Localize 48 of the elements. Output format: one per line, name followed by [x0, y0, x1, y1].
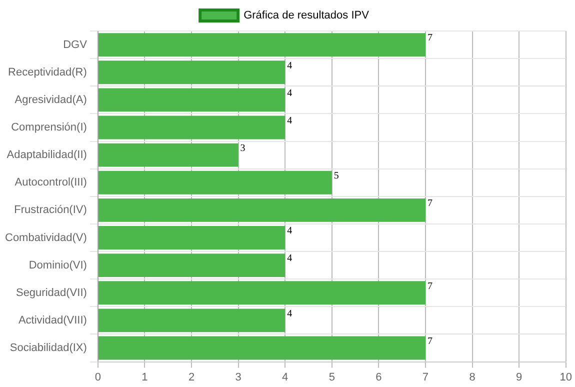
data-label: 4 [287, 226, 292, 237]
x-tick-label: 3 [235, 371, 242, 384]
y-tick-label: Autocontrol(III) [14, 176, 87, 189]
data-label: 4 [287, 308, 292, 320]
x-tick-label: 0 [94, 371, 101, 384]
y-tick-label: Seguridad(VII) [16, 286, 87, 299]
data-label: 4 [287, 253, 292, 264]
y-tick-label: Agresividad(A) [14, 94, 87, 106]
x-tick-label: 5 [328, 371, 335, 384]
bar [98, 170, 332, 194]
bar [98, 308, 286, 332]
y-tick-label: Comprensión(I) [11, 122, 87, 134]
bar [98, 33, 426, 56]
y-tick-label: Sociabilidad(IX) [10, 342, 87, 354]
data-label: 4 [287, 115, 292, 126]
data-label: 3 [240, 142, 246, 154]
data-label: 5 [334, 170, 339, 182]
bar [98, 254, 286, 278]
y-tick-label: Actividad(VIII) [18, 314, 87, 326]
bar [98, 198, 426, 222]
bar [98, 88, 286, 112]
x-tick-label: 6 [376, 371, 382, 384]
x-tick-label: 2 [188, 371, 195, 384]
bar [98, 336, 426, 360]
legend-label: Gráfica de resultados IPV [244, 10, 370, 22]
bar [98, 143, 238, 167]
x-tick-label: 9 [516, 371, 522, 384]
bar [98, 116, 286, 140]
bar [98, 281, 426, 305]
bar [98, 226, 286, 250]
x-tick-label: 7 [422, 371, 429, 384]
data-label: 4 [287, 60, 292, 72]
data-label: 7 [427, 32, 432, 44]
y-tick-label: Adaptabilidad(II) [6, 149, 87, 162]
x-tick-label: 10 [560, 371, 572, 384]
y-tick-label: Dominio(VI) [28, 259, 87, 272]
data-label: 4 [287, 88, 292, 99]
x-tick-label: 1 [142, 371, 148, 384]
y-tick-label: DGV [63, 38, 88, 51]
bar [98, 60, 286, 84]
y-tick-label: Receptividad(R) [8, 66, 87, 78]
data-label: 7 [427, 280, 432, 292]
x-tick-label: 8 [469, 371, 476, 384]
y-tick-label: Combatividad(V) [5, 232, 87, 244]
data-label: 7 [427, 198, 432, 210]
data-label: 7 [427, 336, 432, 347]
y-tick-label: Frustración(IV) [14, 204, 87, 216]
x-tick-label: 4 [282, 371, 288, 384]
